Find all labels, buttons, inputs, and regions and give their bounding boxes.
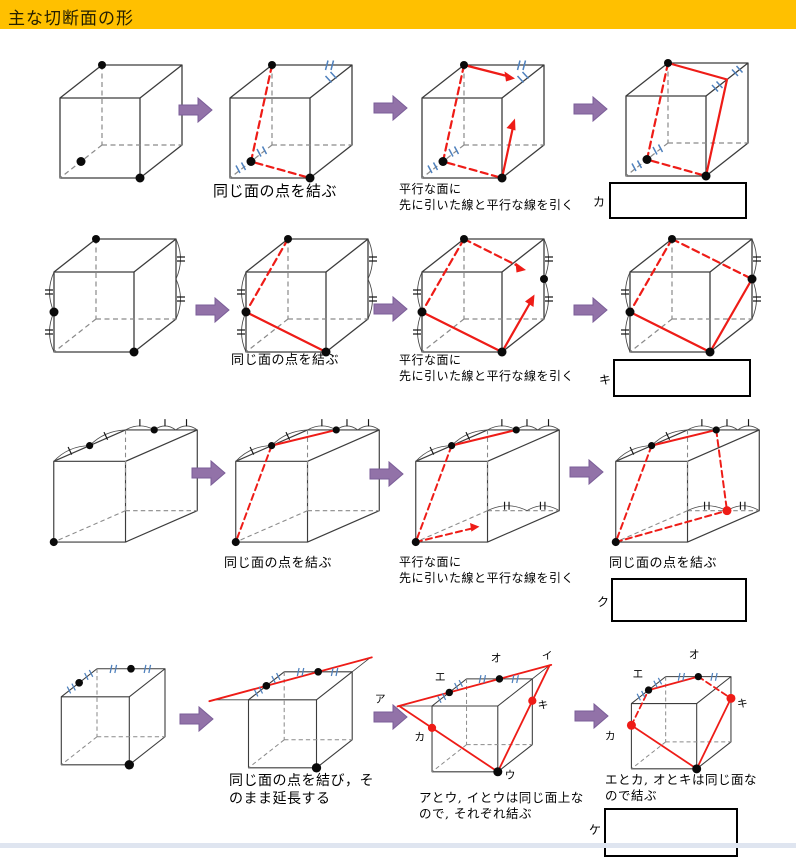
right-arrow-icon [574, 702, 609, 730]
step-caption: 平行な面に 先に引いた線と平行な線を引く [399, 353, 575, 383]
right-arrow-icon [179, 705, 214, 733]
right-arrow-icon [373, 703, 408, 731]
step-caption: 同じ面の点を結び，そ のまま延長する [229, 773, 374, 808]
answer-label-ki: キ [599, 373, 612, 387]
step-caption: エとカ, オとキは同じ面な ので結ぶ [605, 772, 757, 804]
right-arrow-icon [178, 96, 213, 124]
cube-diagram-row2-step2 [237, 235, 377, 357]
answer-box-ki[interactable] [613, 359, 751, 397]
step-caption: アとウ, イとウは同じ面上な ので, それぞれ結ぶ [419, 790, 584, 822]
cube-diagram-row3-step1 [49, 419, 198, 547]
cube-diagram-row1-step4 [625, 59, 749, 181]
answer-label-ka: カ [593, 195, 606, 209]
step-caption: 同じ面の点を結ぶ [224, 556, 333, 571]
step-caption: 平行な面に 先に引いた線と平行な線を引く [399, 555, 575, 585]
cube-diagram-row2-step4 [621, 235, 761, 357]
page-title: 主な切断面の形 [8, 9, 134, 28]
step-caption: 同じ面の点を結ぶ [213, 182, 338, 200]
cube-diagram-row2-step3 [413, 235, 553, 357]
point-label-u: ウ [505, 768, 516, 781]
cube-diagram-row2-step1 [45, 235, 185, 357]
cube-diagram-row4-step1 [60, 664, 166, 770]
right-arrow-icon [369, 460, 404, 488]
step-caption: 平行な面に 先に引いた線と平行な線を引く [399, 182, 575, 212]
right-arrow-icon [373, 295, 408, 323]
point-label-o: オ [491, 652, 502, 665]
point-label-e: エ [633, 668, 644, 680]
right-arrow-icon [573, 95, 608, 123]
right-arrow-icon [573, 296, 608, 324]
cube-diagram-row4-step4: エ オ キ カ [605, 649, 748, 774]
answer-label-ku: ク [597, 595, 610, 609]
cube-diagram-row1-step3 [421, 60, 545, 183]
cube-diagram-row3-step3 [411, 419, 560, 547]
point-label-e: エ [435, 671, 446, 684]
cube-diagram-row1-step2 [229, 60, 353, 183]
cube-diagram-row4-step2 [208, 656, 373, 773]
point-label-a: ア [375, 693, 386, 706]
point-label-ki: キ [538, 698, 549, 711]
point-label-o: オ [689, 649, 700, 661]
answer-box-ke[interactable] [604, 808, 738, 857]
point-label-ki: キ [737, 698, 748, 710]
cube-diagram-row1-step1 [59, 61, 183, 183]
cube-diagram-row3-step2 [231, 419, 380, 547]
cube-diagram-row4-step3: ア イ エ オ キ カ ウ [375, 649, 553, 781]
point-label-ka: カ [605, 730, 616, 742]
page-title-bar: 主な切断面の形 [0, 0, 796, 29]
bottom-divider [0, 843, 796, 848]
right-arrow-icon [373, 94, 408, 122]
cube-diagram-row3-step4 [611, 419, 760, 547]
point-label-ka: カ [414, 731, 425, 744]
step-caption: 同じ面の点を結ぶ [231, 353, 340, 368]
answer-label-ke: ケ [589, 823, 602, 837]
answer-box-ka[interactable] [609, 182, 747, 219]
right-arrow-icon [569, 458, 604, 486]
point-label-i: イ [542, 649, 553, 662]
step-caption: 同じ面の点を結ぶ [609, 556, 718, 571]
right-arrow-icon [191, 459, 226, 487]
answer-box-ku[interactable] [611, 578, 747, 622]
right-arrow-icon [195, 296, 230, 324]
